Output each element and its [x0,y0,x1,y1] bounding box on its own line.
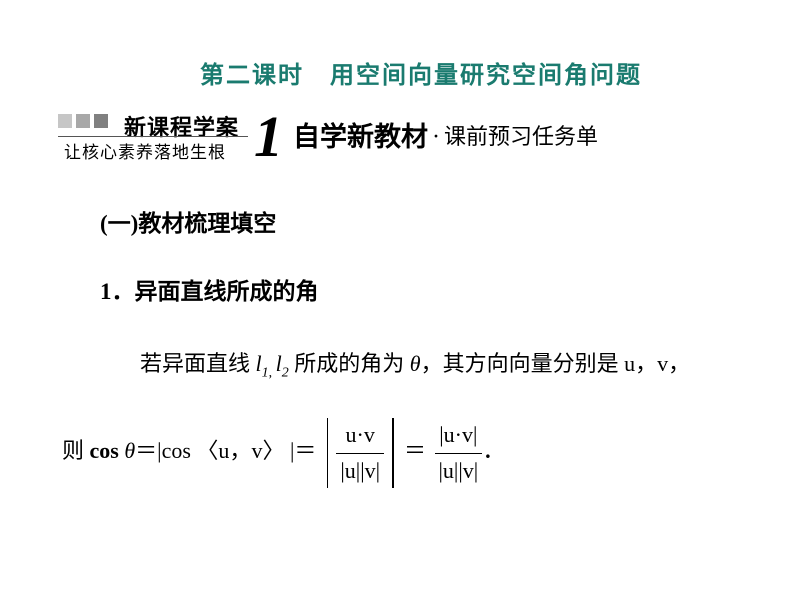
fraction-denominator: |u||v| [435,454,483,489]
fraction-2: |u·v| |u||v| [435,418,483,488]
banner-sub-text: 课前预习任务单 [444,110,598,164]
var-theta: θ [124,438,135,463]
sub-1: 1 [262,365,269,380]
angle-close: 〉 [262,438,284,463]
period: . [485,438,491,463]
big-abs-fraction-1: u·v |u||v| [322,418,399,488]
section-two-num: 1． [100,279,135,304]
var-v: v [251,438,262,463]
text-fragment: ， [229,438,251,463]
banner-bottom-text: 让核心素养落地生根 [64,138,226,163]
paren-open: ( [100,211,108,236]
stripe-3 [94,114,108,128]
paragraph-line-2: 则 cos θ＝|cos 〈u，v〉 |＝ u·v |u||v| ＝ |u·v|… [62,418,732,488]
equals: ＝ [404,438,426,463]
text-fragment: 则 [62,438,90,463]
text-fragment: ，其方向向量分别是 [421,351,625,376]
equals: ＝ [135,438,157,463]
banner-main-text: 自学新教材 [293,110,428,164]
var-u: u [218,438,229,463]
sub-comma: , [269,365,276,380]
title-text: 第二课时 用空间向量研究空间角问题 [200,63,642,89]
banner-stripes [58,114,108,128]
var-theta: θ [410,351,421,376]
angle-open: 〈 [196,438,218,463]
page-title: 第二课时 用空间向量研究空间角问题 [200,55,642,90]
abs-bar-icon [392,418,394,488]
stripe-1 [58,114,72,128]
fraction-numerator: |u·v| [435,418,481,453]
section-one-text: 教材梳理填空 [138,211,276,236]
text-fragment: ， [668,351,690,376]
stripe-2 [76,114,90,128]
equals: ＝ [294,438,316,463]
paragraph-line-1: 若异面直线 l1, l2 所成的角为 θ，其方向向量分别是 u，v， [140,346,690,385]
fraction-denominator: |u||v| [336,454,384,489]
section-two-text: 异面直线所成的角 [135,279,319,304]
fraction-numerator: u·v [342,418,379,453]
cos-label: cos [162,438,197,463]
banner-number: 1 [254,110,283,164]
section-heading-2: 1．异面直线所成的角 [100,272,319,306]
var-v: v [657,351,668,376]
abs-bar-icon [327,418,329,488]
text-fragment: ， [635,351,657,376]
section-one-num: 一 [108,211,131,236]
section-banner: 新课程学案 让核心素养落地生根 1 自学新教材 · 课前预习任务单 [58,110,598,164]
cos-label: cos [90,438,125,463]
banner-separator-dot: · [432,110,440,164]
sub-2: 2 [282,365,289,380]
fraction-1: u·v |u||v| [336,418,384,488]
section-heading-1: (一)教材梳理填空 [100,204,276,238]
var-u: u [624,351,635,376]
banner-divider [58,136,248,137]
text-fragment: 若异面直线 [140,351,256,376]
text-fragment: 所成的角为 [289,351,410,376]
banner-left-block: 新课程学案 让核心素养落地生根 [58,110,248,164]
